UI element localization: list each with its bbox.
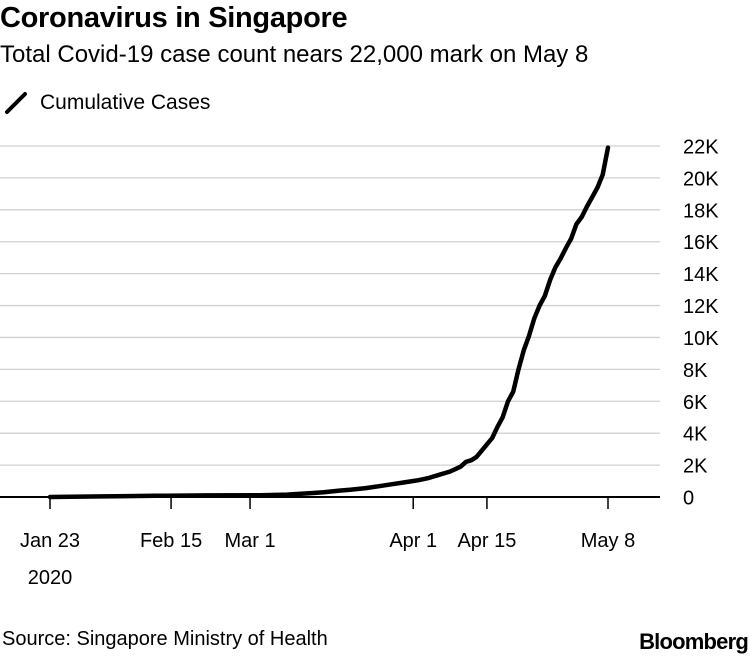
x-tick-sublabel: 2020 — [28, 567, 73, 589]
y-tick-label: 14K — [683, 264, 719, 286]
source-note: Source: Singapore Ministry of Health — [2, 628, 328, 650]
y-tick-label: 10K — [683, 328, 719, 350]
y-tick-label: 2K — [683, 456, 708, 478]
y-tick-label: 20K — [683, 168, 719, 190]
x-tick-label: Mar 1 — [224, 530, 275, 552]
line-swatch-icon — [5, 92, 27, 114]
y-tick-label: 12K — [683, 296, 719, 318]
y-tick-label: 16K — [683, 232, 719, 254]
y-tick-label: 8K — [683, 360, 708, 382]
x-tick-label: Apr 15 — [457, 530, 516, 552]
series-line-cumulative-cases — [47, 145, 611, 500]
x-tick-label: May 8 — [581, 530, 635, 552]
x-tick-label: Jan 23 — [20, 530, 80, 552]
y-tick-label: 22K — [683, 137, 719, 159]
x-tick-label: Feb 15 — [140, 530, 202, 552]
y-tick-label: 6K — [683, 392, 708, 414]
x-tick-label: Apr 1 — [389, 530, 437, 552]
chart-plot: 0 2K 4K 6K 8K 10K 12K 14K 16K 18K 20K 22K Jan 23 2020… — [0, 137, 719, 589]
y-tick-label: 4K — [683, 424, 708, 446]
chart-legend: Cumulative Cases — [4, 90, 210, 116]
chart-subtitle: Total Covid-19 case count nears 22,000 m… — [0, 41, 589, 68]
y-tick-label: 18K — [683, 200, 719, 222]
chart-title: Coronavirus in Singapore — [0, 2, 348, 34]
y-tick-label: 0 — [683, 488, 694, 510]
legend-label: Cumulative Cases — [40, 91, 211, 114]
brand-logo: Bloomberg — [639, 629, 749, 654]
